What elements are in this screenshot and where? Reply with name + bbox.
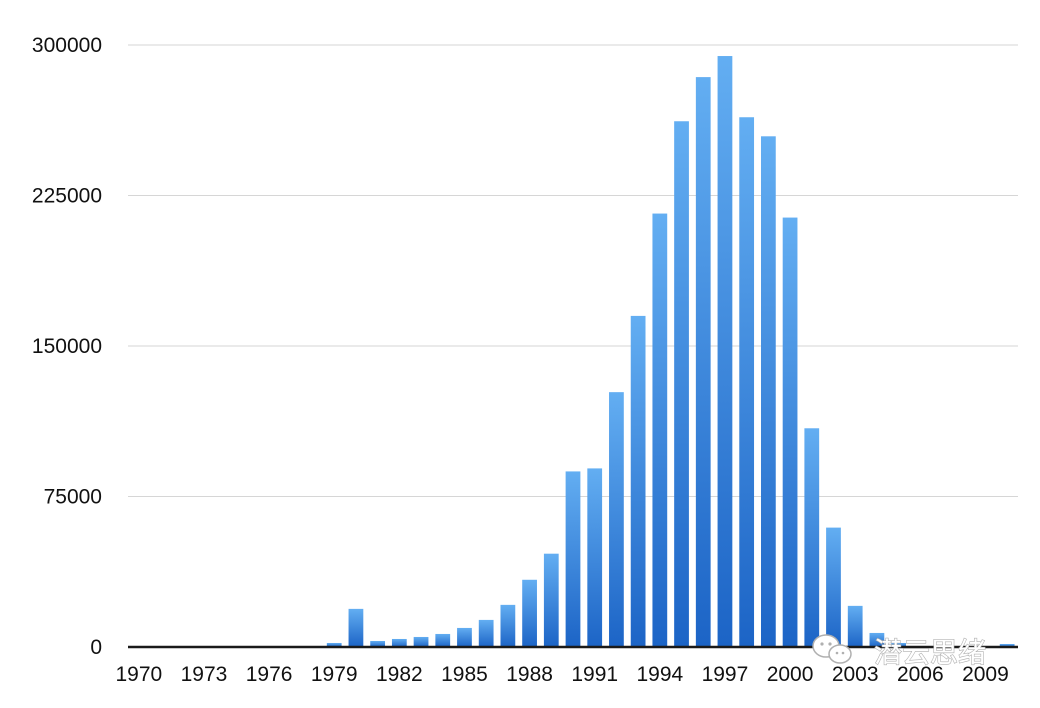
watermark-text: 潜云思绪 — [874, 636, 986, 669]
bar-1993 — [630, 315, 646, 647]
bar-1982 — [391, 638, 407, 647]
bar-1989 — [543, 553, 559, 647]
y-tick-label: 75000 — [44, 486, 102, 509]
x-tick-label: 1973 — [181, 663, 228, 686]
x-tick-label: 1982 — [376, 663, 423, 686]
y-axis-ticks: 0 75000 150000 225000 300000 — [32, 34, 102, 659]
bar-1998 — [739, 117, 755, 648]
bar-1984 — [435, 633, 451, 647]
bar-1979 — [326, 642, 342, 647]
bar-1999 — [760, 136, 776, 647]
y-tick-label: 300000 — [32, 34, 102, 57]
bar-1996 — [695, 77, 711, 647]
wechat-icon — [812, 634, 852, 664]
bar-1987 — [500, 604, 516, 647]
x-tick-label: 1976 — [246, 663, 293, 686]
x-tick-label: 1970 — [115, 663, 162, 686]
watermark: 潜云思绪 — [812, 634, 987, 670]
x-tick-label: 2009 — [962, 663, 1009, 686]
gridlines — [128, 44, 1018, 497]
bar-2005 — [891, 642, 906, 647]
bar-1994 — [652, 213, 668, 647]
bar-1992 — [609, 392, 624, 647]
bar-2003 — [847, 605, 863, 647]
bar-1985 — [457, 627, 472, 647]
bar-1983 — [413, 636, 429, 647]
x-tick-label: 2000 — [767, 663, 814, 686]
x-tick-label: 1994 — [636, 663, 683, 686]
bar-2004 — [869, 632, 885, 647]
y-tick-label: 0 — [90, 636, 102, 659]
bar-2001 — [804, 428, 820, 647]
bars — [326, 56, 1015, 648]
bar-2010 — [999, 643, 1015, 647]
bar-1986 — [478, 619, 494, 647]
x-tick-label: 1985 — [441, 663, 488, 686]
x-tick-label: 2006 — [897, 663, 944, 686]
x-tick-label: 1991 — [571, 663, 618, 686]
bar-1997 — [717, 56, 733, 647]
bar-2000 — [782, 217, 798, 647]
bar-1981 — [370, 640, 386, 647]
bar-1991 — [587, 468, 603, 647]
bar-1988 — [522, 579, 537, 647]
bar-1980 — [348, 608, 364, 647]
x-tick-label: 1997 — [702, 663, 749, 686]
bar-1990 — [565, 471, 581, 647]
y-tick-label: 150000 — [32, 335, 102, 358]
y-tick-label: 225000 — [32, 185, 102, 208]
x-tick-label: 2003 — [832, 663, 879, 686]
bar-1995 — [674, 121, 689, 647]
x-axis-ticks: 1970 1973 1976 1979 1982 1985 1988 1991 1994 1997… — [115, 663, 1008, 686]
x-tick-label: 1979 — [311, 663, 358, 686]
bar-2002 — [826, 527, 841, 647]
x-tick-label: 1988 — [506, 663, 553, 686]
